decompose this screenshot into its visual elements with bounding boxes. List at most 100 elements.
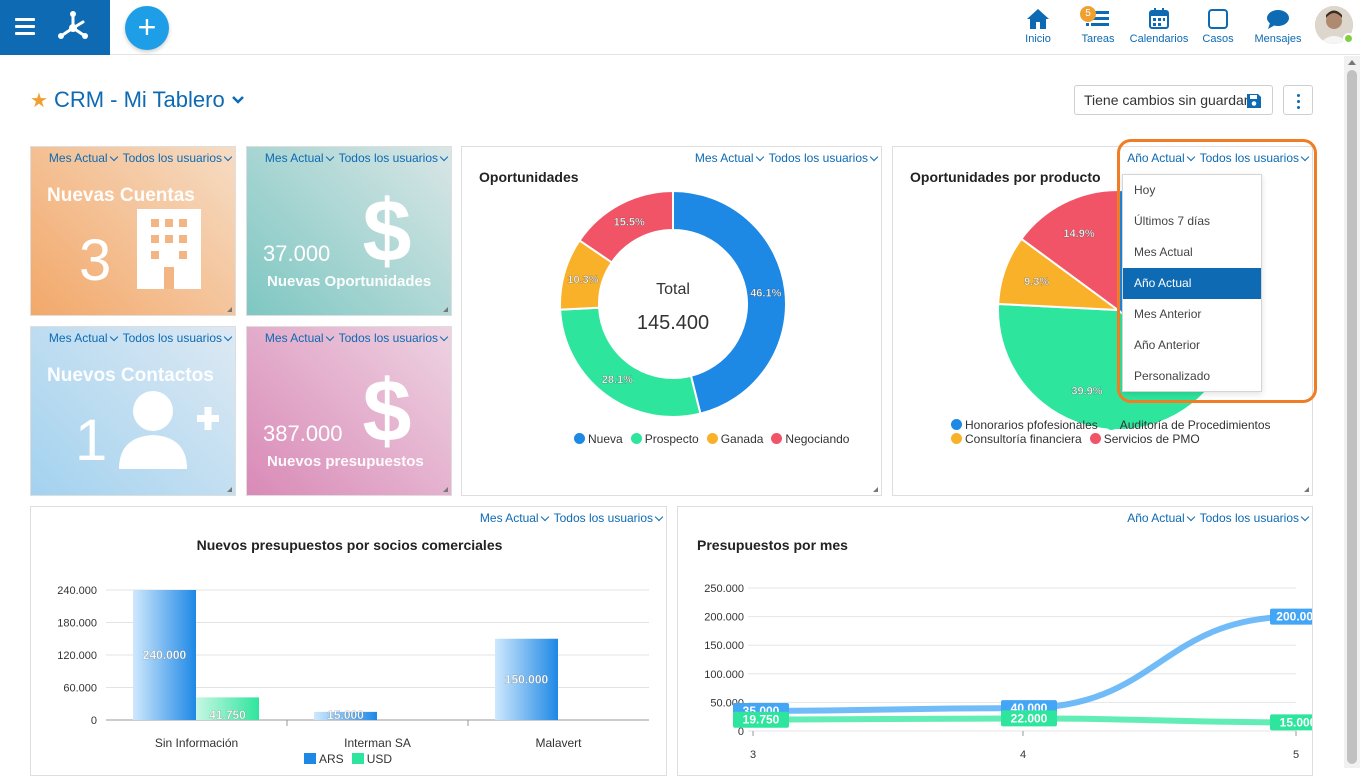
- point-label-bg: [733, 711, 789, 728]
- card-filters[interactable]: Año Actual Todos los usuarios: [1121, 151, 1310, 165]
- logo-icon[interactable]: [55, 10, 91, 42]
- bar[interactable]: [314, 711, 377, 720]
- dollar-icon: $: [363, 191, 412, 271]
- card-presupuestos-mes: Año Actual Todos los usuarios Presupuesto…: [677, 506, 1313, 776]
- tile-value: 1: [75, 408, 108, 473]
- tile-filters[interactable]: Mes Actual Todos los usuarios: [259, 331, 449, 345]
- users-filter[interactable]: Todos los usuarios: [1199, 151, 1299, 165]
- legend-item[interactable]: Prospecto: [630, 432, 699, 446]
- users-filter[interactable]: Todos los usuarios: [338, 151, 438, 165]
- avatar[interactable]: [1315, 6, 1353, 44]
- save-changes-button[interactable]: Tiene cambios sin guardar: [1074, 85, 1273, 115]
- page-title-text: CRM - Mi Tablero: [53, 87, 225, 112]
- pie-slice[interactable]: [1019, 188, 1119, 312]
- top-bar: + Inicio Tareas 5 Calendarios Casos Mens…: [0, 0, 1360, 55]
- nav-inicio[interactable]: Inicio: [1017, 0, 1059, 55]
- slice-value-label: 9.3%: [1024, 276, 1049, 288]
- more-options-button[interactable]: [1283, 85, 1313, 115]
- month-filter[interactable]: Mes Actual: [48, 151, 108, 165]
- dropdown-option[interactable]: Hoy: [1134, 183, 1156, 197]
- legend-item[interactable]: Auditoría de Procedimientos: [1105, 418, 1271, 432]
- bar-value-label: 41.750: [209, 708, 246, 722]
- legend-item[interactable]: ARS: [304, 752, 344, 766]
- oportunidades-legend: Nueva Prospecto Ganada Negociando: [574, 432, 857, 446]
- x-tick-label: Sin Información: [155, 736, 238, 750]
- month-filter[interactable]: Mes Actual: [264, 331, 324, 345]
- y-tick-label: 250.000: [704, 583, 744, 595]
- dropdown-option[interactable]: Mes Anterior: [1134, 307, 1202, 321]
- legend-item[interactable]: Consultoría financiera: [951, 432, 1082, 446]
- donut-center-value: 145.400: [637, 312, 709, 334]
- scrollbar[interactable]: [1344, 56, 1360, 768]
- page-title[interactable]: ★ CRM - Mi Tablero: [30, 87, 245, 113]
- favorite-star-icon[interactable]: ★: [30, 89, 48, 112]
- slice-value-label: 15.5%: [614, 216, 645, 228]
- users-filter[interactable]: Todos los usuarios: [338, 331, 438, 345]
- month-filter[interactable]: Mes Actual: [479, 511, 539, 525]
- tile-title: Nuevos Contactos: [47, 365, 214, 386]
- legend-item[interactable]: USD: [351, 752, 392, 766]
- dropdown-option[interactable]: Últimos 7 días: [1134, 214, 1211, 228]
- year-filter[interactable]: Año Actual: [1127, 151, 1185, 165]
- dropdown-option[interactable]: Mes Actual: [1134, 245, 1193, 259]
- legend-item[interactable]: Ganada: [706, 432, 763, 446]
- chevron-down-icon[interactable]: [231, 95, 245, 105]
- add-button[interactable]: +: [125, 6, 169, 50]
- card-oportunidades: Mes Actual Todos los usuarios Oportunidad…: [461, 146, 882, 496]
- bar-value-label: 150.000: [505, 672, 549, 686]
- y-tick-label: 100.000: [704, 669, 744, 681]
- month-filter[interactable]: Mes Actual: [694, 151, 754, 165]
- tasks-count-badge: 5: [1080, 6, 1096, 22]
- point-label-bg: [1270, 608, 1312, 625]
- users-filter[interactable]: Todos los usuarios: [553, 511, 653, 525]
- svg-text:$: $: [363, 371, 412, 451]
- tile-filters[interactable]: Mes Actual Todos los usuarios: [43, 151, 233, 165]
- x-tick-label: Malavert: [535, 736, 582, 750]
- nav-tareas[interactable]: Tareas 5: [1077, 0, 1119, 55]
- pie-slice[interactable]: [997, 302, 1213, 431]
- legend-item[interactable]: Servicios de PMO: [1089, 432, 1200, 446]
- bar[interactable]: [133, 590, 196, 720]
- legend-item[interactable]: Nueva: [574, 432, 623, 446]
- card-filters[interactable]: Mes Actual Todos los usuarios: [689, 151, 879, 165]
- slice-value-label: 39.9%: [1071, 386, 1102, 398]
- users-filter[interactable]: Todos los usuarios: [122, 151, 222, 165]
- y-tick-label: 0: [738, 726, 744, 738]
- legend-item[interactable]: Honorarios pfofesionales: [951, 418, 1098, 432]
- y-tick-label: 120.000: [57, 650, 97, 662]
- users-filter[interactable]: Todos los usuarios: [1199, 511, 1299, 525]
- users-filter[interactable]: Todos los usuarios: [122, 331, 222, 345]
- slice-value-label: 10.3%: [567, 274, 598, 286]
- bar[interactable]: [196, 697, 259, 720]
- period-dropdown-menu[interactable]: Hoy Últimos 7 días Mes Actual Año Actual Mes…: [1122, 174, 1262, 392]
- presupuestos-socios-bar-chart: 0 60.000 120.000 180.000 240.000 240.000 41.75…: [57, 585, 649, 750]
- tile-filters[interactable]: Mes Actual Todos los usuarios: [43, 331, 233, 345]
- month-filter[interactable]: Mes Actual: [48, 331, 108, 345]
- tile-filters[interactable]: Mes Actual Todos los usuarios: [259, 151, 449, 165]
- card-filters[interactable]: Mes Actual Todos los usuarios: [474, 511, 664, 525]
- messages-icon: [1267, 10, 1289, 29]
- dropdown-option[interactable]: Personalizado: [1134, 369, 1211, 383]
- line-series[interactable]: [750, 613, 1299, 714]
- users-filter[interactable]: Todos los usuarios: [768, 151, 868, 165]
- year-filter[interactable]: Año Actual: [1127, 511, 1185, 525]
- point-value-label: 22.000: [1011, 711, 1048, 725]
- donut-center-label: Total: [656, 281, 690, 298]
- card-filters[interactable]: Año Actual Todos los usuarios: [1121, 511, 1310, 525]
- svg-text:$: $: [363, 191, 412, 271]
- donut-slice[interactable]: [578, 189, 674, 264]
- tile-title: Nuevas Cuentas: [47, 185, 195, 206]
- card-title: Nuevos presupuestos por socios comercial…: [196, 537, 503, 553]
- donut-slice[interactable]: [672, 189, 787, 415]
- scrollbar-thumb[interactable]: [1347, 70, 1357, 764]
- dropdown-option[interactable]: Año Anterior: [1134, 338, 1201, 352]
- bar[interactable]: [495, 638, 558, 720]
- legend-item[interactable]: Negociando: [771, 432, 849, 446]
- menu-icon[interactable]: [15, 18, 35, 35]
- nav-mensajes[interactable]: Mensajes: [1252, 0, 1304, 55]
- month-filter[interactable]: Mes Actual: [264, 151, 324, 165]
- nav-calendarios[interactable]: Calendarios: [1128, 0, 1190, 55]
- nav-casos[interactable]: Casos: [1198, 0, 1238, 55]
- dropdown-option[interactable]: Año Actual: [1123, 268, 1261, 299]
- tile-value: 387.000: [263, 421, 343, 446]
